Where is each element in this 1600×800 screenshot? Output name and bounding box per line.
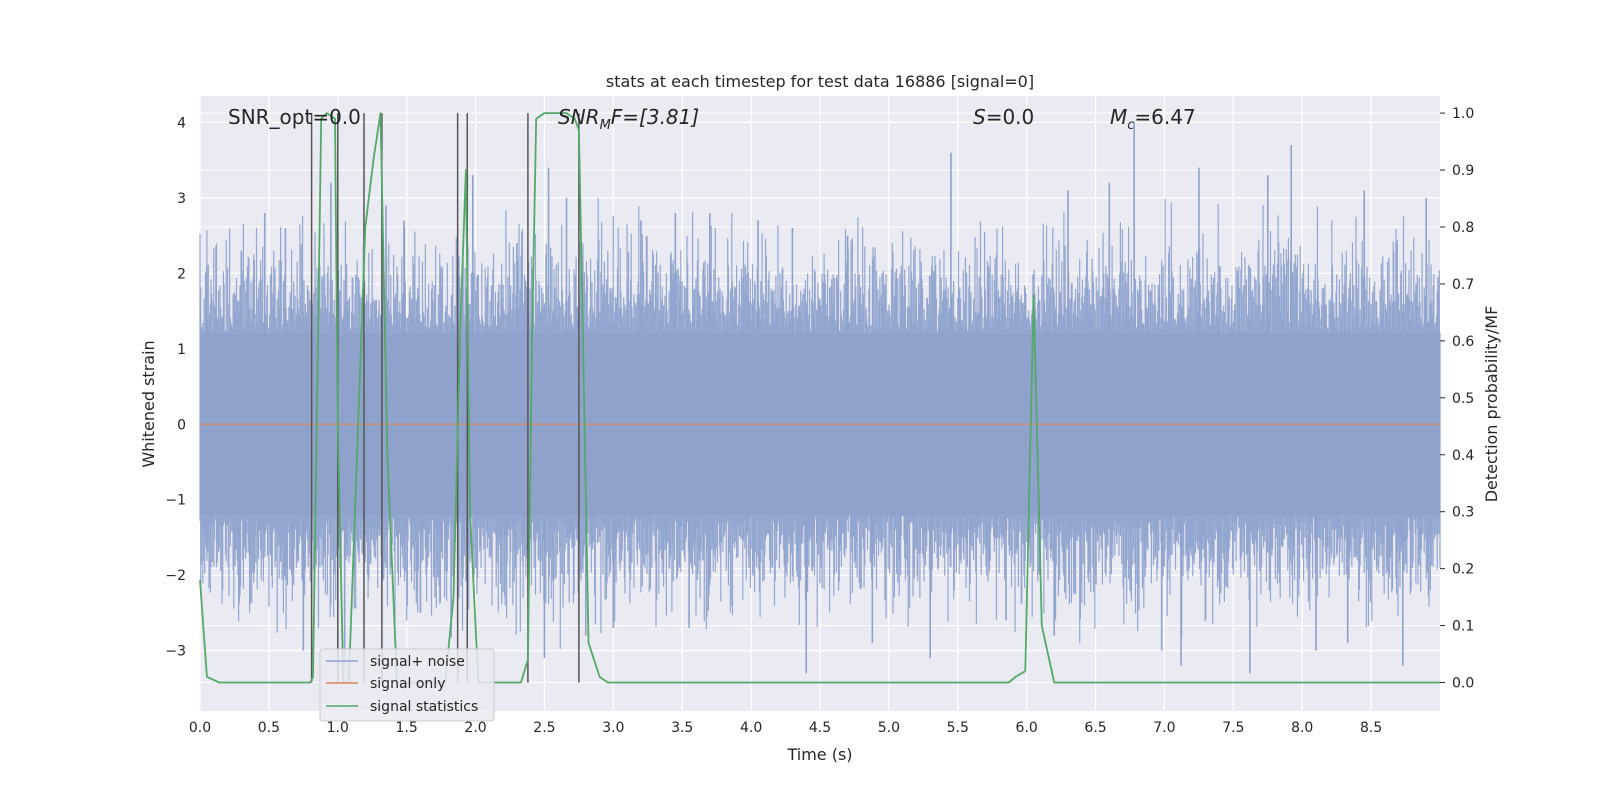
x-tick-label: 8.0 [1291, 720, 1313, 736]
legend-label-signal-noise: signal+ noise [370, 654, 465, 670]
x-axis-label: Time (s) [786, 745, 852, 764]
legend: signal+ noise signal only signal statist… [319, 648, 495, 722]
annotation-snr-mf-symbol: SNR [558, 105, 600, 129]
x-tick-label: 1.5 [396, 720, 418, 736]
y-right-tick-label: 0.3 [1452, 505, 1474, 521]
annotation-mc-subscript: c [1127, 118, 1134, 133]
y-left-tick-label: −2 [165, 568, 186, 584]
y-left-tick-label: 1 [177, 342, 186, 358]
x-tick-label: 1.0 [327, 720, 349, 736]
x-tick-label: 3.0 [602, 720, 624, 736]
y-left-tick-label: 4 [177, 115, 186, 131]
x-tick-label: 6.0 [1016, 720, 1038, 736]
y-right-axis-ticks: 1.0 0.9 0.8 0.7 0.6 0.5 0.4 0.3 0.2 0.1 0.0 [1440, 106, 1474, 692]
x-tick-label: 3.5 [671, 720, 693, 736]
y-right-tick-label: 1.0 [1452, 106, 1474, 122]
y-right-tick-label: 0.9 [1452, 163, 1474, 179]
x-tick-label: 4.0 [740, 720, 762, 736]
annotation-snr-mf: SNRMF=[3.81] [558, 105, 699, 133]
x-tick-label: 2.5 [533, 720, 555, 736]
y-right-tick-label: 0.2 [1452, 562, 1474, 578]
annotation-s: S=0.0 [973, 105, 1034, 129]
legend-box [319, 648, 495, 722]
annotation-snr-opt: SNR_opt=0.0 [228, 105, 361, 129]
x-tick-label: 0.0 [189, 720, 211, 736]
annotation-mc-symbol: M [1110, 105, 1127, 129]
y-left-tick-label: −1 [165, 493, 186, 509]
y-right-tick-label: 0.6 [1452, 334, 1474, 350]
y-right-tick-label: 0.0 [1452, 676, 1474, 692]
x-tick-label: 8.5 [1360, 720, 1382, 736]
y-right-axis-label: Detection probability/MF [1482, 306, 1501, 503]
x-tick-label: 5.0 [878, 720, 900, 736]
annotation-s-symbol: S [973, 105, 986, 129]
annotation-snr-mf-value: F=[3.81] [611, 105, 699, 129]
y-right-tick-label: 0.5 [1452, 391, 1474, 407]
x-tick-label: 0.5 [258, 720, 280, 736]
x-tick-label: 4.5 [809, 720, 831, 736]
y-left-axis-label: Whitened strain [139, 340, 158, 467]
x-tick-label: 5.5 [947, 720, 969, 736]
x-tick-label: 7.5 [1222, 720, 1244, 736]
x-tick-label: 2.0 [464, 720, 486, 736]
y-right-tick-label: 0.4 [1452, 448, 1474, 464]
y-left-tick-label: 0 [177, 417, 186, 433]
annotation-snr-mf-subscript: M [600, 118, 611, 133]
y-right-tick-label: 0.7 [1452, 277, 1474, 293]
y-left-tick-label: −3 [165, 644, 186, 660]
y-left-tick-label: 2 [177, 266, 186, 282]
legend-label-signal-statistics: signal statistics [370, 699, 478, 715]
x-tick-label: 6.5 [1084, 720, 1106, 736]
y-right-tick-label: 0.8 [1452, 220, 1474, 236]
x-axis-ticks: 0.0 0.5 1.0 1.5 2.0 2.5 3.0 3.5 4.0 4.5 5.0 5.5 6.0 6… [189, 720, 1382, 736]
annotation-s-value: =0.0 [986, 105, 1035, 129]
chart-title: stats at each timestep for test data 168… [606, 72, 1034, 91]
annotation-mc-value: =6.47 [1134, 105, 1195, 129]
legend-label-signal-only: signal only [370, 676, 445, 692]
y-right-tick-label: 0.1 [1452, 619, 1474, 635]
annotation-mc: Mc=6.47 [1110, 105, 1196, 133]
x-tick-label: 7.0 [1153, 720, 1175, 736]
y-left-axis-ticks: 4 3 2 1 0 −1 −2 −3 [165, 115, 186, 659]
y-left-tick-label: 3 [177, 191, 186, 207]
